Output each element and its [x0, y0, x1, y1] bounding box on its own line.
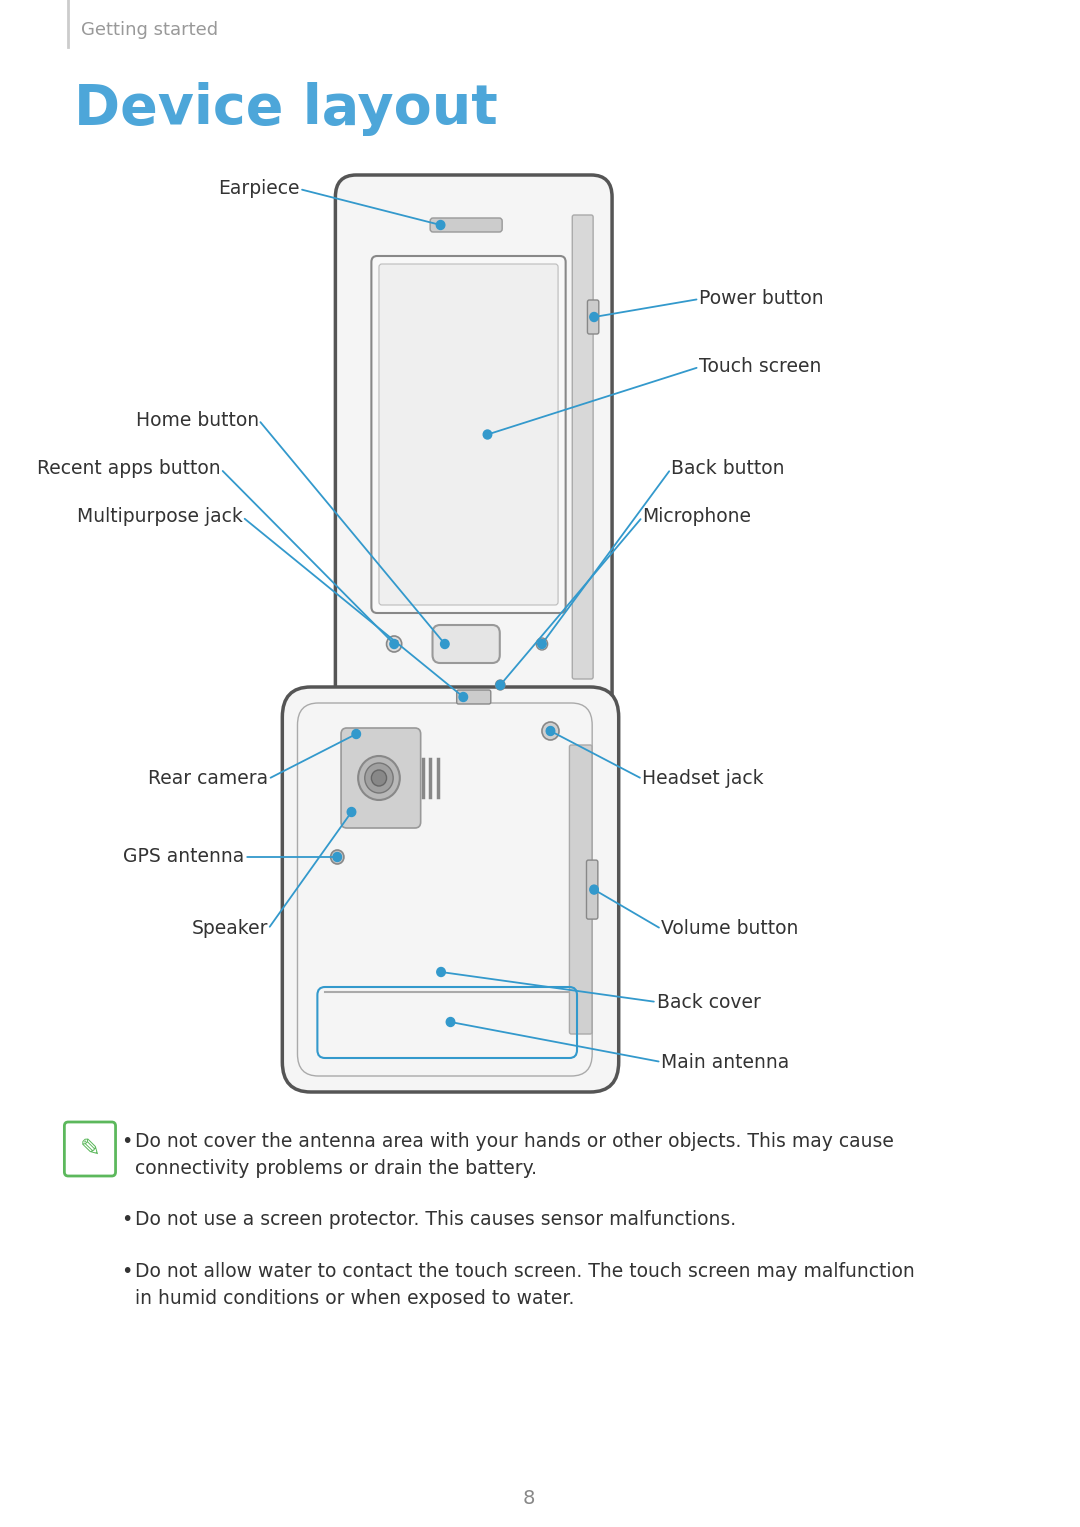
Circle shape: [542, 722, 559, 741]
Circle shape: [365, 764, 393, 793]
Circle shape: [333, 852, 341, 861]
Circle shape: [387, 637, 402, 652]
Circle shape: [441, 640, 449, 649]
Text: Volume button: Volume button: [661, 919, 799, 939]
Text: Headset jack: Headset jack: [643, 770, 764, 788]
Text: Do not allow water to contact the touch screen. The touch screen may malfunction: Do not allow water to contact the touch …: [135, 1261, 915, 1307]
Circle shape: [590, 313, 598, 322]
Text: ↩: ↩: [538, 638, 546, 649]
Text: Rear camera: Rear camera: [148, 770, 268, 788]
Circle shape: [348, 808, 355, 817]
Circle shape: [496, 680, 505, 690]
Circle shape: [538, 640, 546, 649]
Circle shape: [372, 770, 387, 786]
Text: Do not use a screen protector. This causes sensor malfunctions.: Do not use a screen protector. This caus…: [135, 1209, 737, 1229]
Text: Back cover: Back cover: [657, 993, 760, 1011]
Circle shape: [330, 851, 343, 864]
FancyBboxPatch shape: [282, 687, 619, 1092]
Text: ✎: ✎: [80, 1138, 100, 1161]
Circle shape: [590, 886, 598, 895]
Text: Do not cover the antenna area with your hands or other objects. This may cause
c: Do not cover the antenna area with your …: [135, 1132, 894, 1177]
Circle shape: [546, 727, 554, 734]
Circle shape: [359, 756, 400, 800]
Text: Earpiece: Earpiece: [218, 180, 299, 199]
FancyBboxPatch shape: [586, 860, 598, 919]
Circle shape: [496, 681, 504, 690]
FancyBboxPatch shape: [336, 176, 612, 719]
Text: •: •: [121, 1132, 133, 1151]
Circle shape: [436, 220, 445, 229]
Text: ⊡: ⊡: [390, 638, 399, 649]
Text: Touch screen: Touch screen: [699, 357, 822, 377]
FancyBboxPatch shape: [341, 728, 421, 828]
Text: Microphone: Microphone: [643, 507, 752, 527]
FancyBboxPatch shape: [572, 215, 593, 680]
FancyBboxPatch shape: [457, 690, 490, 704]
Circle shape: [446, 1017, 455, 1026]
Circle shape: [546, 727, 555, 736]
FancyBboxPatch shape: [430, 218, 502, 232]
Text: 8: 8: [523, 1489, 535, 1509]
Text: •: •: [121, 1209, 133, 1229]
Text: Back button: Back button: [671, 460, 784, 478]
Text: Main antenna: Main antenna: [661, 1052, 789, 1072]
Circle shape: [537, 638, 548, 651]
FancyBboxPatch shape: [569, 745, 592, 1034]
Text: Multipurpose jack: Multipurpose jack: [77, 507, 243, 527]
Circle shape: [436, 968, 445, 976]
Text: Getting started: Getting started: [81, 21, 218, 40]
Circle shape: [483, 431, 491, 438]
FancyBboxPatch shape: [432, 625, 500, 663]
Text: Power button: Power button: [699, 290, 824, 308]
Text: Home button: Home button: [135, 411, 258, 429]
FancyBboxPatch shape: [65, 1122, 116, 1176]
FancyBboxPatch shape: [379, 264, 558, 605]
Circle shape: [459, 693, 468, 701]
Text: Device layout: Device layout: [73, 82, 498, 136]
Circle shape: [352, 730, 361, 739]
Circle shape: [390, 640, 399, 649]
FancyBboxPatch shape: [372, 257, 566, 612]
Text: Recent apps button: Recent apps button: [37, 460, 220, 478]
FancyBboxPatch shape: [588, 299, 598, 334]
Text: Speaker: Speaker: [191, 919, 268, 939]
Text: GPS antenna: GPS antenna: [123, 847, 244, 866]
Text: •: •: [121, 1261, 133, 1281]
